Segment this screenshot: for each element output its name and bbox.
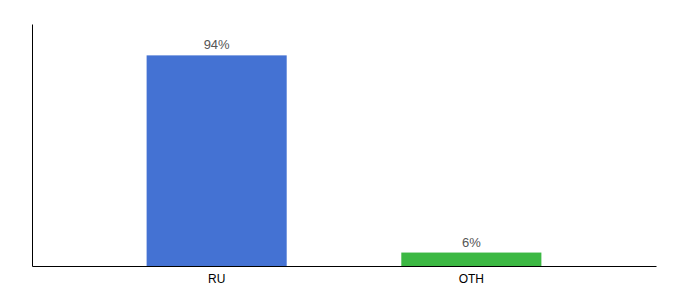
- bar: [401, 253, 541, 266]
- x-axis: RU OTH: [33, 267, 657, 286]
- x-tick-label: OTH: [459, 272, 484, 286]
- x-axis-line: [33, 266, 657, 267]
- x-tick-label: RU: [208, 272, 225, 286]
- bar: [147, 55, 287, 266]
- chart: RU OTH 94% 6%: [0, 0, 680, 300]
- data-label: 94%: [204, 37, 230, 52]
- y-axis: [32, 25, 33, 267]
- plot: RU OTH 94% 6%: [33, 25, 657, 286]
- data-labels: 94% 6%: [204, 37, 482, 249]
- y-axis-line: [32, 25, 33, 267]
- x-tick: OTH: [459, 272, 484, 286]
- bars: [147, 55, 542, 266]
- x-tick: RU: [208, 272, 225, 286]
- data-label: 6%: [462, 235, 481, 250]
